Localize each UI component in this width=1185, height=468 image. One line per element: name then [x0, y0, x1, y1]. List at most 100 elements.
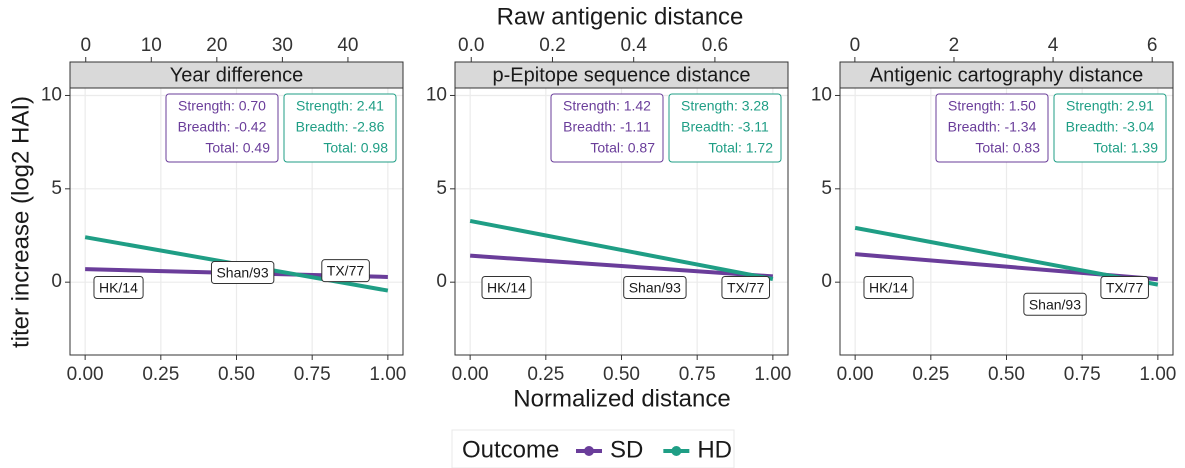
x-tick-label: 1.00	[369, 364, 406, 385]
legend-label: SD	[610, 436, 643, 463]
y-title: titer increase (log2 HAI)	[7, 96, 34, 348]
panel-title: Year difference	[170, 64, 303, 86]
strain-label-text: Shan/93	[1029, 296, 1081, 312]
annotation-box	[668, 93, 782, 163]
y-tick-label: 0	[436, 271, 447, 292]
y-tick-label: 0	[51, 271, 62, 292]
legend-label: HD	[697, 436, 732, 463]
x2-tick-label: 30	[272, 35, 293, 56]
annotation-text: Breadth: -3.11	[681, 119, 769, 135]
strain-label: TX/77	[721, 275, 771, 299]
trend-line	[854, 225, 1159, 287]
annotation-text: Breadth: -1.11	[563, 119, 651, 135]
x2-title: Raw antigenic distance	[497, 3, 744, 30]
strain-label-text: TX/77	[327, 263, 365, 279]
x2-tick-label: 20	[206, 35, 227, 56]
y-tick-label: 10	[811, 84, 832, 105]
strain-label: HK/14	[863, 275, 914, 299]
strain-label-box	[623, 275, 687, 299]
strain-label-box	[93, 275, 144, 299]
x-tick-label: 0.50	[988, 364, 1025, 385]
annotation-text: Strength: 2.41	[296, 98, 384, 114]
x-tick-label: 0.75	[1064, 364, 1101, 385]
x-tick-label: 0.75	[679, 364, 716, 385]
annotation-text: Total: 0.49	[205, 140, 270, 156]
strain-label-text: Shan/93	[216, 265, 268, 281]
x-tick-label: 0.00	[452, 364, 489, 385]
annotation-box	[550, 93, 664, 163]
strain-label-text: HK/14	[487, 279, 526, 295]
x2-tick-label: 10	[141, 35, 162, 56]
x2-tick-label: 0.4	[620, 35, 647, 56]
x-title: Normalized distance	[513, 385, 730, 412]
annotation-text: Strength: 0.70	[178, 98, 266, 114]
strain-label: HK/14	[93, 275, 144, 299]
x2-tick-label: 0.6	[702, 35, 728, 56]
x-tick-label: 0.25	[912, 364, 949, 385]
annotation-text: Strength: 1.42	[563, 98, 651, 114]
strip	[839, 61, 1174, 89]
annotation-text: Breadth: -3.04	[1066, 119, 1155, 135]
x-tick-label: 0.75	[294, 364, 331, 385]
strain-label-box	[721, 275, 771, 299]
x2-tick-label: 0	[80, 35, 91, 56]
annotation-text: Breadth: -2.86	[296, 119, 385, 135]
y-tick-label: 5	[821, 178, 832, 199]
annotation-box	[935, 93, 1049, 163]
x2-tick-label: 0.2	[539, 35, 565, 56]
annotation-text: Total: 0.83	[975, 140, 1040, 156]
strain-label: TX/77	[321, 259, 370, 283]
legend-swatch-dot	[584, 446, 594, 456]
panel-title: Antigenic cartography distance	[870, 64, 1144, 86]
annotation-text: Strength: 3.28	[681, 98, 769, 114]
strain-label-text: HK/14	[99, 279, 138, 295]
x2-tick-label: 2	[949, 35, 960, 56]
annotation-box	[1053, 93, 1167, 163]
x-tick-label: 0.00	[67, 364, 104, 385]
x2-tick-label: 4	[1048, 35, 1059, 56]
strain-label: Shan/93	[623, 275, 687, 299]
x-tick-label: 1.00	[754, 364, 791, 385]
strain-label-text: TX/77	[727, 279, 765, 295]
y-tick-label: 10	[426, 84, 447, 105]
x-tick-label: 0.25	[142, 364, 179, 385]
strain-label-box	[1023, 292, 1087, 316]
x2-tick-label: 40	[337, 35, 358, 56]
strip	[454, 61, 789, 89]
annotation-text: Strength: 1.50	[948, 98, 1036, 114]
legend-swatch-dot	[671, 446, 682, 456]
annotation-text: Total: 0.87	[590, 140, 655, 156]
annotation-text: Breadth: -0.42	[178, 119, 267, 135]
y-tick-label: 5	[436, 178, 447, 199]
annotation-text: Total: 0.98	[323, 140, 388, 156]
strain-label-box	[481, 275, 532, 299]
annotation-text: Total: 1.39	[1093, 140, 1158, 156]
y-tick-label: 5	[51, 178, 62, 199]
x2-tick-label: 0.0	[458, 35, 484, 56]
x-tick-label: 0.50	[603, 364, 640, 385]
panel-title: p-Epitope sequence distance	[493, 64, 751, 86]
strain-label-box	[863, 275, 914, 299]
strain-label-box	[210, 261, 275, 285]
x-tick-label: 0.50	[218, 364, 255, 385]
strain-label-box	[321, 259, 370, 283]
annotation-text: Total: 1.72	[708, 140, 773, 156]
trend-line	[469, 253, 774, 279]
x2-tick-label: 6	[1147, 35, 1158, 56]
strain-label-text: Shan/93	[629, 279, 681, 295]
y-tick-label: 10	[41, 84, 62, 105]
annotation-text: Strength: 2.91	[1066, 98, 1154, 114]
strain-label-text: HK/14	[869, 279, 908, 295]
legend-title: Outcome	[462, 436, 559, 463]
annotation-box	[165, 93, 279, 163]
y-tick-label: 0	[821, 271, 832, 292]
strain-label-box	[1100, 275, 1149, 299]
trend-line	[469, 218, 774, 281]
annotation-text: Breadth: -1.34	[948, 119, 1037, 135]
x2-tick-label: 0	[850, 35, 861, 56]
strain-label: HK/14	[481, 275, 532, 299]
x-tick-label: 1.00	[1139, 364, 1176, 385]
strip	[69, 61, 404, 89]
x-tick-label: 0.00	[837, 364, 874, 385]
